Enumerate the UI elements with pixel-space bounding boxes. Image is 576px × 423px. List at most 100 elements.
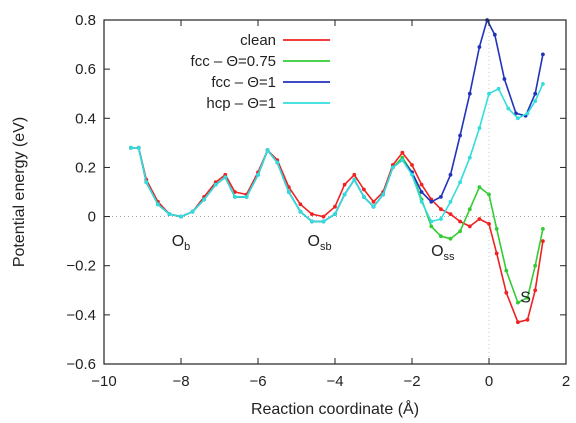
data-point bbox=[265, 148, 270, 153]
data-point bbox=[448, 172, 453, 177]
data-point bbox=[504, 290, 509, 295]
data-point bbox=[448, 236, 453, 241]
data-point bbox=[458, 180, 462, 185]
legend-label: fcc – Θ=0.75 bbox=[191, 53, 276, 70]
y-tick-label: 0.4 bbox=[75, 110, 96, 127]
x-tick-label: 2 bbox=[562, 373, 570, 390]
data-point bbox=[506, 106, 511, 111]
data-point bbox=[502, 77, 507, 81]
legend-label: fcc – Θ=1 bbox=[211, 74, 276, 91]
series-line bbox=[130, 147, 544, 323]
data-point bbox=[504, 268, 509, 273]
data-point bbox=[525, 295, 530, 300]
data-point bbox=[244, 195, 249, 199]
data-point bbox=[516, 300, 520, 305]
axes-group: −10 −8 −6 −4 −2 0 2 −0.6 −0.4 −0.2 0 0.2 0.4 0.6 0.8 bbox=[66, 12, 570, 390]
data-point bbox=[439, 207, 443, 212]
legend-item: fcc – Θ=1 bbox=[211, 74, 330, 91]
data-point bbox=[541, 82, 545, 86]
data-point bbox=[223, 175, 228, 180]
data-point bbox=[381, 192, 385, 197]
data-point bbox=[533, 91, 538, 96]
site-label: Ob bbox=[172, 233, 191, 253]
data-point bbox=[533, 99, 538, 103]
data-point bbox=[439, 195, 443, 199]
series-3 bbox=[129, 18, 545, 224]
y-tick-label: 0.8 bbox=[75, 12, 96, 29]
data-point bbox=[533, 288, 538, 293]
legend-item: hcp – Θ=1 bbox=[206, 95, 330, 112]
y-tick-label: −0.2 bbox=[66, 258, 96, 275]
plot-frame bbox=[103, 19, 567, 365]
data-point bbox=[342, 182, 347, 187]
data-point bbox=[333, 212, 337, 217]
legend-item: fcc – Θ=0.75 bbox=[191, 53, 330, 70]
data-point bbox=[494, 251, 499, 256]
data-point bbox=[233, 190, 237, 194]
data-point bbox=[541, 227, 545, 231]
data-point bbox=[390, 165, 395, 170]
site-label: Osb bbox=[308, 233, 332, 253]
data-point bbox=[233, 195, 237, 199]
data-point bbox=[458, 133, 462, 138]
data-point bbox=[516, 116, 520, 121]
data-point bbox=[275, 160, 280, 165]
data-point bbox=[298, 202, 303, 207]
plot-series-group bbox=[104, 18, 566, 364]
data-point bbox=[477, 45, 482, 49]
series-line bbox=[130, 147, 544, 304]
data-point bbox=[179, 214, 183, 219]
data-point bbox=[492, 32, 497, 37]
data-point bbox=[516, 320, 520, 325]
data-point bbox=[467, 91, 472, 96]
data-point bbox=[419, 182, 424, 187]
y-tick-label: 0 bbox=[88, 209, 96, 226]
data-point bbox=[419, 199, 424, 204]
data-point bbox=[429, 199, 434, 204]
data-point bbox=[525, 111, 530, 116]
data-point bbox=[144, 180, 149, 185]
data-point bbox=[458, 219, 462, 224]
annotations-group: Ob Osb Oss S bbox=[172, 233, 531, 307]
x-tick-label: 0 bbox=[485, 373, 493, 390]
data-point bbox=[342, 192, 347, 197]
data-point bbox=[541, 239, 545, 244]
data-point bbox=[429, 224, 434, 229]
data-point bbox=[410, 172, 414, 177]
data-point bbox=[487, 91, 491, 96]
data-point bbox=[321, 214, 326, 219]
data-point bbox=[352, 177, 357, 182]
data-point bbox=[410, 163, 414, 167]
data-point bbox=[477, 126, 482, 130]
data-point bbox=[310, 212, 314, 217]
data-point bbox=[458, 229, 462, 234]
data-point bbox=[467, 224, 472, 229]
series-2 bbox=[129, 145, 545, 305]
data-point bbox=[362, 187, 366, 192]
x-tick-label: −10 bbox=[91, 373, 116, 390]
legend: clean fcc – Θ=0.75 fcc – Θ=1 hcp – Θ=1 bbox=[191, 32, 330, 112]
data-point bbox=[321, 219, 326, 224]
legend-item: clean bbox=[240, 32, 330, 49]
series-4 bbox=[129, 82, 545, 224]
data-point bbox=[202, 197, 207, 202]
legend-label: hcp – Θ=1 bbox=[206, 95, 276, 112]
data-point bbox=[439, 234, 443, 239]
data-point bbox=[525, 317, 530, 322]
data-point bbox=[541, 52, 545, 57]
y-tick-label: −0.4 bbox=[66, 307, 96, 324]
y-tick-label: −0.6 bbox=[66, 356, 96, 373]
data-point bbox=[448, 199, 453, 204]
x-tick-label: −2 bbox=[403, 373, 420, 390]
data-point bbox=[477, 185, 482, 190]
data-point bbox=[494, 227, 499, 231]
site-label: Oss bbox=[431, 243, 455, 263]
data-point bbox=[298, 209, 303, 214]
data-point bbox=[467, 207, 472, 212]
data-point bbox=[256, 172, 260, 177]
data-point bbox=[487, 222, 491, 226]
data-point bbox=[371, 199, 376, 204]
data-point bbox=[400, 158, 405, 163]
x-tick-label: −4 bbox=[326, 373, 343, 390]
